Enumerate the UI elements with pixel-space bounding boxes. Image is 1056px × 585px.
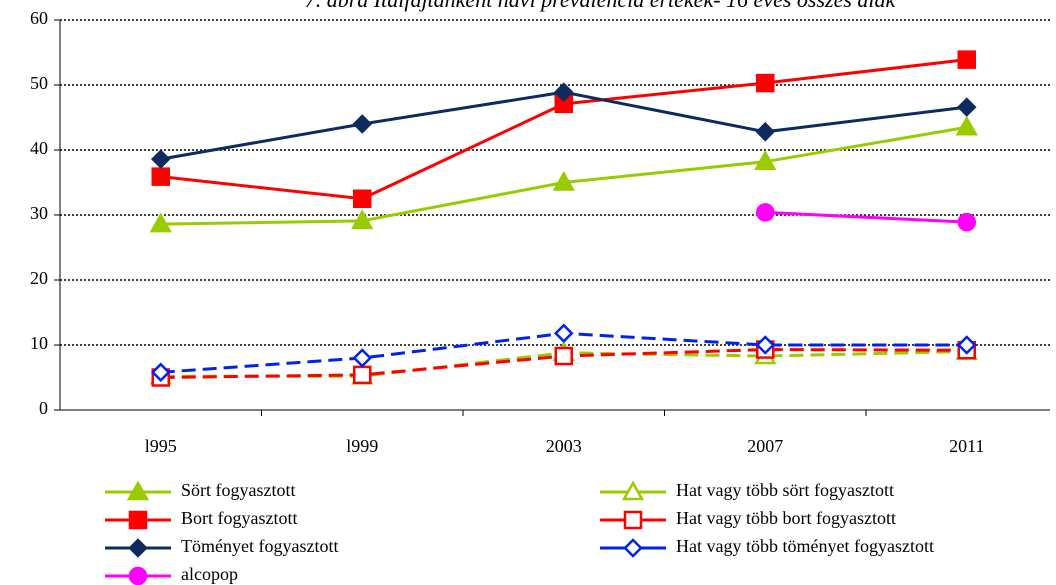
y-tick-label: 30 (30, 203, 48, 223)
data-point (756, 73, 775, 93)
y-tick-label: 60 (30, 8, 48, 28)
x-tick-label: 2007 (747, 436, 783, 456)
legend-label: Bort fogyasztott (181, 508, 297, 528)
x-tick-label: l999 (346, 436, 378, 456)
data-point (553, 82, 574, 102)
legend-marker (128, 538, 148, 558)
legend-marker (128, 510, 148, 530)
data-point (553, 323, 574, 344)
x-tick-label: 2011 (949, 436, 984, 456)
legend-label: Töményet fogyasztott (181, 536, 338, 556)
data-point (149, 212, 172, 233)
data-point (552, 170, 575, 191)
legend-marker (128, 566, 148, 585)
data-point (957, 212, 976, 232)
legend-marker (621, 480, 645, 501)
data-point (554, 346, 573, 366)
legend-marker (126, 480, 150, 501)
data-point (351, 209, 374, 230)
y-tick-label: 20 (30, 268, 48, 288)
data-point (151, 167, 170, 186)
data-point (755, 122, 776, 142)
y-tick-label: 0 (39, 398, 48, 418)
legend-label: Sört fogyasztott (181, 480, 296, 500)
legend-marker (623, 510, 643, 530)
legend-label: Hat vagy több töményet fogyasztott (676, 536, 934, 556)
chart-title: 7. ábra Italfajtánként havi prevalencia … (305, 0, 897, 12)
data-point (956, 97, 977, 117)
data-point (150, 149, 171, 169)
data-point (352, 114, 373, 134)
y-tick-label: 50 (30, 73, 48, 93)
data-point (755, 335, 776, 355)
x-tick-label: 2003 (546, 436, 582, 456)
legend-label: alcopop (181, 564, 238, 584)
y-tick-label: 10 (30, 333, 48, 353)
data-point (352, 348, 373, 368)
legend-label: Hat vagy több sört fogyasztott (676, 480, 894, 500)
x-tick-label: l995 (145, 436, 177, 456)
series-line (765, 210, 967, 224)
data-point (955, 115, 978, 136)
data-point (754, 150, 777, 170)
data-point (150, 362, 171, 383)
data-point (956, 335, 977, 355)
data-point (353, 189, 372, 208)
data-point (957, 50, 976, 69)
legend-label: Hat vagy több bort fogyasztott (676, 508, 896, 528)
data-point (353, 365, 372, 385)
data-point (756, 203, 775, 222)
y-tick-label: 40 (30, 138, 48, 158)
legend-marker (623, 538, 643, 558)
